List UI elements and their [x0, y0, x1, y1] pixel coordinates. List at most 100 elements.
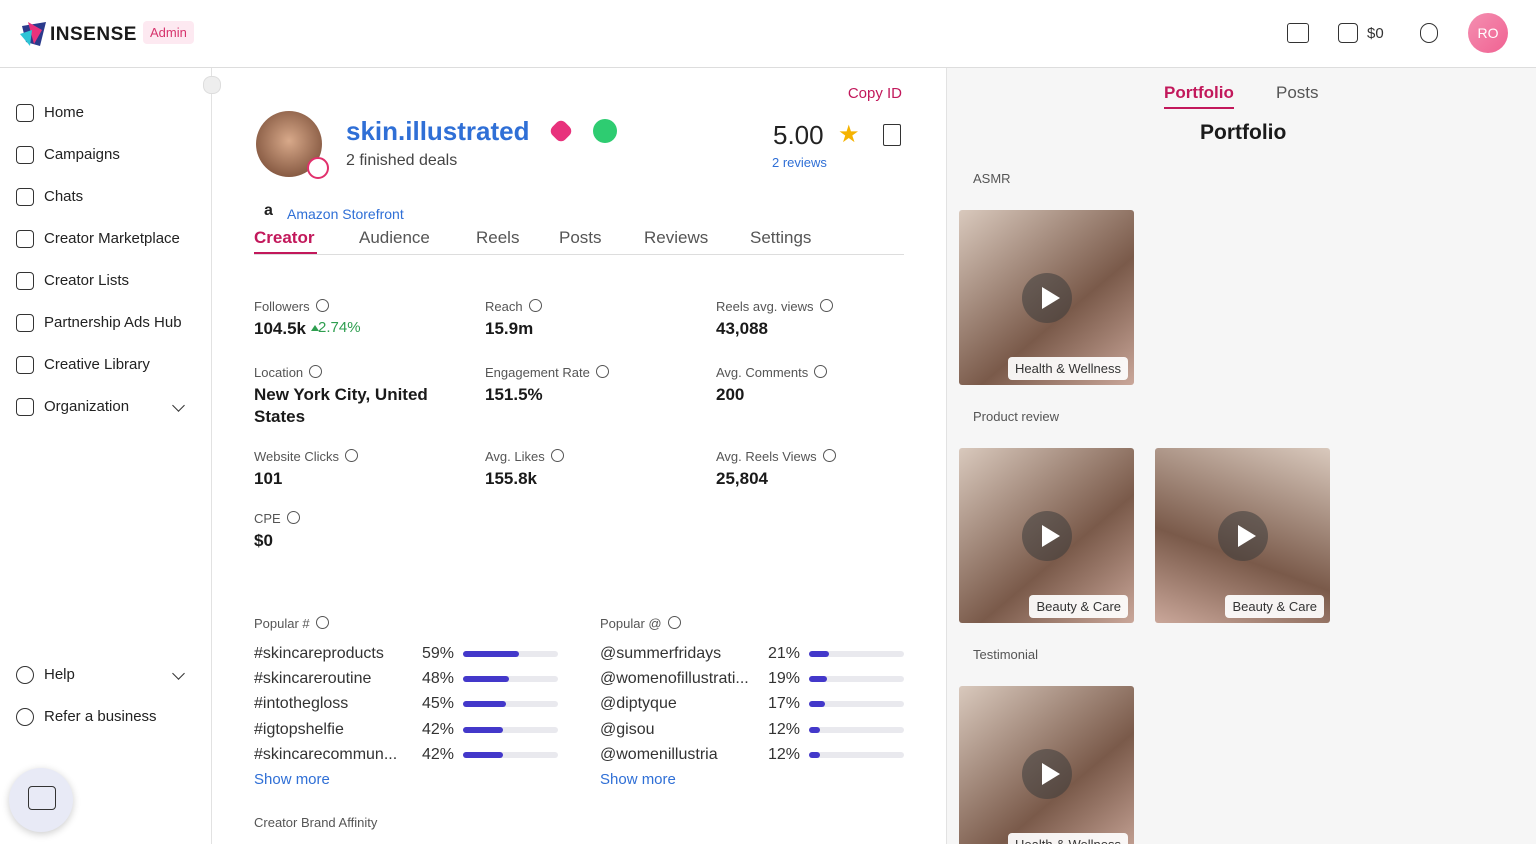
tab[interactable]: Posts [559, 228, 602, 247]
stat-value: New York City, United States [254, 385, 428, 426]
section-label: Testimonial [973, 647, 1039, 662]
stat-label: Followers [254, 299, 310, 314]
bar [809, 676, 828, 683]
collapse-button[interactable] [203, 76, 221, 94]
play-icon [1238, 525, 1256, 547]
star: ★ [838, 121, 860, 148]
share-label: 42% [421, 745, 454, 763]
portfolio-tab[interactable]: Portfolio [1164, 83, 1234, 102]
icon [16, 356, 34, 374]
thumbnail[interactable]: Beauty & Care [959, 448, 1134, 623]
nav-item[interactable]: Organization [44, 398, 130, 415]
verified-badge [548, 118, 574, 144]
tab[interactable]: Audience [359, 228, 430, 247]
stat-value: 43,088 [716, 319, 768, 338]
tag: #skincareproducts [254, 645, 384, 662]
tab[interactable]: Reels [476, 228, 520, 247]
lightning-badge [593, 119, 617, 143]
bar-track [809, 726, 904, 733]
info-icon [668, 616, 681, 629]
reviews[interactable]: 2 reviews [772, 155, 827, 170]
bar-track [809, 676, 904, 683]
username[interactable]: skin.illustrated [346, 116, 530, 146]
nav-item[interactable]: Creator Lists [44, 272, 130, 289]
amazon-icon: a [264, 202, 273, 219]
stat-label: Avg. Comments [716, 365, 809, 380]
nav-item[interactable]: Chats [44, 188, 84, 205]
category-chip: Beauty & Care [1225, 595, 1324, 618]
play-icon [1042, 525, 1060, 547]
stat-value: 155.8k [485, 469, 537, 488]
info-icon [345, 449, 358, 462]
brand: INSENSE [50, 24, 137, 45]
share-label: 12% [767, 745, 800, 763]
share-label: 19% [767, 670, 800, 688]
icon [883, 124, 901, 146]
share-label: 17% [767, 695, 800, 713]
nav-item[interactable]: Campaigns [44, 146, 120, 163]
play-icon [1042, 763, 1060, 785]
show-more[interactable]: Show more [600, 771, 676, 788]
icon [1287, 23, 1309, 43]
stat-label: Avg. Likes [485, 449, 545, 464]
nav-item[interactable]: Refer a business [44, 708, 157, 725]
share-label: 42% [421, 720, 454, 738]
section-label: ASMR [973, 171, 1011, 186]
nav-item[interactable]: Home [44, 104, 85, 121]
portfolio-tab[interactable]: Posts [1276, 83, 1319, 102]
info-icon [820, 299, 833, 312]
storefront[interactable]: Amazon Storefront [287, 206, 404, 222]
thumbnail[interactable]: Health & Wellness [959, 686, 1134, 844]
rating: 5.00 [773, 120, 824, 150]
nav-item[interactable]: Help [44, 666, 75, 683]
nav-item[interactable]: Partnership Ads Hub [44, 314, 182, 331]
info-icon [823, 449, 836, 462]
bar [463, 751, 503, 758]
share-label: 21% [767, 645, 800, 662]
stat-label: Website Clicks [254, 449, 340, 464]
copy-id[interactable]: Copy ID [847, 85, 902, 102]
tab[interactable]: Settings [750, 228, 812, 247]
info-icon [316, 616, 329, 629]
bar-track [463, 751, 558, 758]
info-icon [814, 365, 827, 378]
up-arrow [311, 325, 319, 331]
icon [16, 708, 34, 726]
tab[interactable]: Reviews [644, 228, 709, 247]
tag: @womenofillustrati... [600, 670, 749, 688]
bar [463, 701, 506, 708]
thumbnail[interactable]: Health & Wellness [959, 210, 1134, 385]
stat-label: Location [254, 365, 304, 380]
bar [809, 651, 829, 657]
tag: #skincarecommun... [254, 745, 398, 763]
balance[interactable]: $0 [1367, 25, 1384, 42]
bar-track [809, 651, 904, 657]
stat-label: Engagement Rate [485, 365, 590, 380]
nav-item[interactable]: Creator Marketplace [44, 230, 180, 247]
bar [809, 751, 821, 758]
tag: #skincareroutine [254, 670, 372, 688]
thumbnail[interactable]: Beauty & Care [1155, 448, 1330, 623]
admin-badge: Admin [143, 21, 194, 44]
icon [16, 104, 34, 122]
portfolio-panel: Portfolio Posts Portfolio ASMR Health & Well… [946, 68, 1536, 844]
tag: @gisou [600, 720, 655, 738]
avatar[interactable]: RO [1468, 13, 1508, 53]
category-chip: Health & Wellness [1008, 833, 1128, 844]
stat-label: Reels avg. views [716, 299, 814, 314]
bar-track [463, 676, 558, 683]
bar [463, 676, 509, 683]
chat-button[interactable] [9, 768, 73, 832]
bar [809, 701, 826, 708]
icon [16, 272, 34, 290]
show-more[interactable]: Show more [254, 771, 330, 788]
stat-value: 15.9m [485, 319, 534, 338]
tab[interactable]: Creator [254, 228, 315, 247]
share-label: 59% [421, 645, 454, 662]
icon [16, 314, 34, 332]
bar-track [809, 701, 904, 708]
bar-track [809, 751, 904, 758]
icon [16, 666, 34, 684]
icon [16, 188, 34, 206]
nav-item[interactable]: Creative Library [44, 356, 150, 373]
